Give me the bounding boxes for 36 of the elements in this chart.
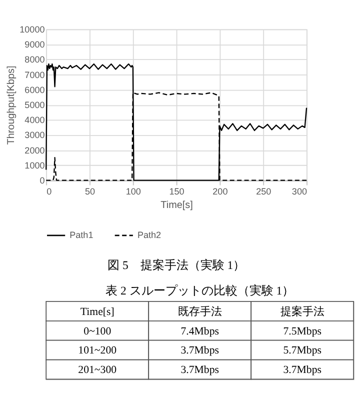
x-tick-label: 200 [212, 186, 228, 196]
y-tick-label: 9000 [24, 40, 45, 50]
x-tick-label: 50 [84, 186, 95, 196]
text: 既存手法 [178, 304, 222, 318]
text: 3.7Mbps [283, 364, 322, 376]
y-tick-label: 5000 [24, 100, 45, 110]
x-tick-label: 150 [169, 186, 184, 196]
text: 3.7Mbps [180, 364, 219, 376]
y-tick-label: 8000 [24, 54, 45, 65]
text: 3.7Mbps [180, 344, 219, 357]
text: Time[s] [80, 306, 114, 318]
x-axis-title: Time[s] [160, 200, 194, 211]
y-tick-label: 10000 [20, 24, 45, 34]
text: 7.4Mbps [180, 325, 219, 338]
text: 101~200 [78, 344, 118, 357]
text: 提案手法 [280, 304, 324, 318]
text: 5.7Mbps [283, 344, 322, 357]
legend-label: Path2 [137, 230, 162, 240]
x-tick-label: 100 [126, 186, 141, 196]
y-tick-label: 2000 [24, 145, 45, 156]
y-tick-label: 3000 [24, 130, 45, 140]
text: 201~300 [78, 364, 118, 376]
caption: 図 5 提案手法（実験 1） [108, 258, 246, 272]
x-tick-label: 0 [46, 186, 52, 196]
y-tick-label: 6000 [24, 84, 45, 95]
text: 表 2 スループットの比較（実験 1） [106, 284, 294, 298]
text: 7.5Mbps [283, 325, 322, 338]
y-axis-title: Throughput[Kbps] [6, 66, 18, 145]
text: 0~100 [84, 325, 112, 338]
y-tick-label: 0 [40, 175, 45, 186]
x-tick-label: 300 [292, 186, 308, 196]
y-tick-label: 1000 [24, 160, 45, 170]
legend-label: Path1 [70, 230, 94, 240]
y-tick-label: 4000 [24, 115, 45, 126]
x-tick-label: 250 [256, 186, 272, 196]
y-tick-label: 7000 [24, 70, 45, 80]
